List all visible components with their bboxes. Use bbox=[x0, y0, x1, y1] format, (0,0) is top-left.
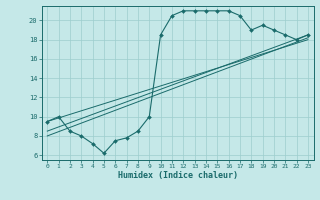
X-axis label: Humidex (Indice chaleur): Humidex (Indice chaleur) bbox=[118, 171, 237, 180]
